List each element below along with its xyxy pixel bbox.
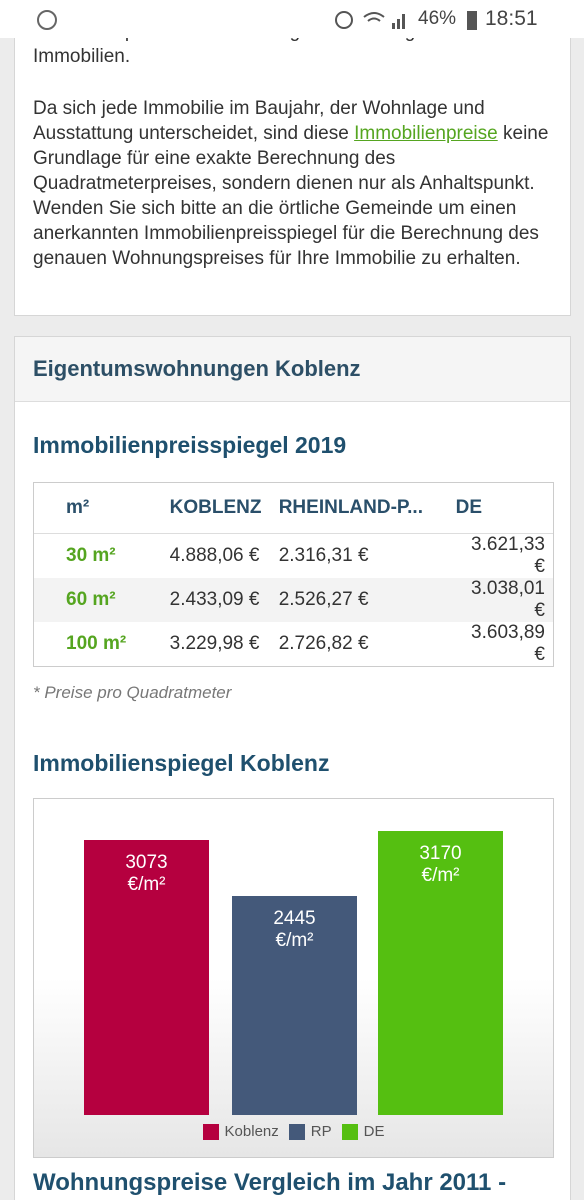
- legend-label: RP: [310, 1123, 332, 1140]
- legend-item: DE: [341, 1123, 385, 1140]
- price-card: Eigentumswohnungen Koblenz Immobilienpre…: [14, 336, 571, 1200]
- battery-percent: 46%: [418, 8, 457, 29]
- header-cell: m²: [34, 483, 170, 534]
- table-row: 60 m² 2.433,09 € 2.526,27 € 3.038,01 €: [34, 578, 553, 622]
- value-label: 3170 €/m²: [419, 843, 462, 886]
- card-header: [15, 337, 570, 402]
- intro-card: Immobilienportal www.wohnungsboerse.net …: [14, 0, 571, 316]
- table-row: 100 m² 3.229,98 € 2.726,82 € 3.603,89 €: [34, 622, 553, 666]
- table-cell: 60 m²: [66, 589, 116, 610]
- footnote: * Preise pro Quadratmeter: [33, 683, 232, 702]
- text: keine Grundlage für eine exakte Berechnu…: [33, 123, 549, 269]
- legend-label: DE: [363, 1123, 385, 1140]
- status-bar: 46% 18:51: [0, 0, 584, 38]
- table-cell: 2.726,82 €: [278, 633, 369, 654]
- link[interactable]: Immobilienpreise: [354, 123, 498, 144]
- legend-item: RP: [288, 1123, 332, 1140]
- legend-swatch: [202, 1123, 219, 1140]
- card-title: Eigentumswohnungen Koblenz: [33, 356, 361, 381]
- price-table: m² KOBLENZ RHEINLAND-P... DE 30 m² 4.888,06 €…: [33, 482, 554, 667]
- table-row: 30 m² 4.888,06 € 2.316,31 € 3.621,33 €: [34, 534, 553, 579]
- table-cell: 100 m²: [66, 633, 127, 654]
- table-cell: 2.316,31 €: [278, 545, 369, 566]
- table-cell: 3.603,89 €: [471, 622, 545, 665]
- table-header: m² KOBLENZ RHEINLAND-P... DE: [34, 483, 553, 534]
- bar: [232, 895, 357, 1115]
- whatsapp-icon: [37, 10, 57, 30]
- status-icons: [335, 11, 405, 29]
- bar: [84, 839, 209, 1115]
- value-label: 2445 €/m²: [273, 907, 316, 951]
- table-cell: 3.621,33 €: [471, 534, 545, 577]
- table-cell: 2.526,27 €: [278, 589, 369, 610]
- header-cell: RHEINLAND-P...: [278, 483, 456, 534]
- table-cell: 30 m²: [66, 545, 116, 566]
- table-cell: 3.229,98 €: [169, 633, 260, 654]
- value-label: 3073 €/m²: [125, 851, 168, 895]
- header-cell: KOBLENZ: [169, 483, 279, 534]
- legend: Koblenz RP DE: [34, 1123, 553, 1140]
- table-cell: 4.888,06 €: [169, 545, 260, 566]
- chart-title: Immobilienspiegel Koblenz: [33, 750, 330, 776]
- intro-paragraph: Da sich jede Immobilie im Baujahr, der W…: [33, 96, 558, 271]
- clock: 18:51: [485, 7, 538, 30]
- text: Da sich jede Immobilie im Baujahr, der W…: [33, 98, 485, 144]
- next-heading: Wohnungspreise Vergleich im Jahr 2011 -: [33, 1169, 507, 1196]
- header-cell: DE: [455, 483, 553, 534]
- legend-swatch: [341, 1123, 358, 1140]
- table-cell: 2.433,09 €: [169, 589, 260, 610]
- legend-item: Koblenz: [202, 1123, 279, 1140]
- bar-chart: 3073 €/m² 2445 €/m² 3170 €/m² Koblenz RP DE: [33, 798, 554, 1158]
- legend-label: Koblenz: [224, 1123, 279, 1140]
- battery-icon: [467, 11, 477, 30]
- bar: [378, 831, 503, 1115]
- legend-swatch: [288, 1123, 305, 1140]
- table-cell: 3.038,01 €: [471, 578, 545, 621]
- section-heading: Immobilienpreisspiegel 2019: [33, 432, 347, 458]
